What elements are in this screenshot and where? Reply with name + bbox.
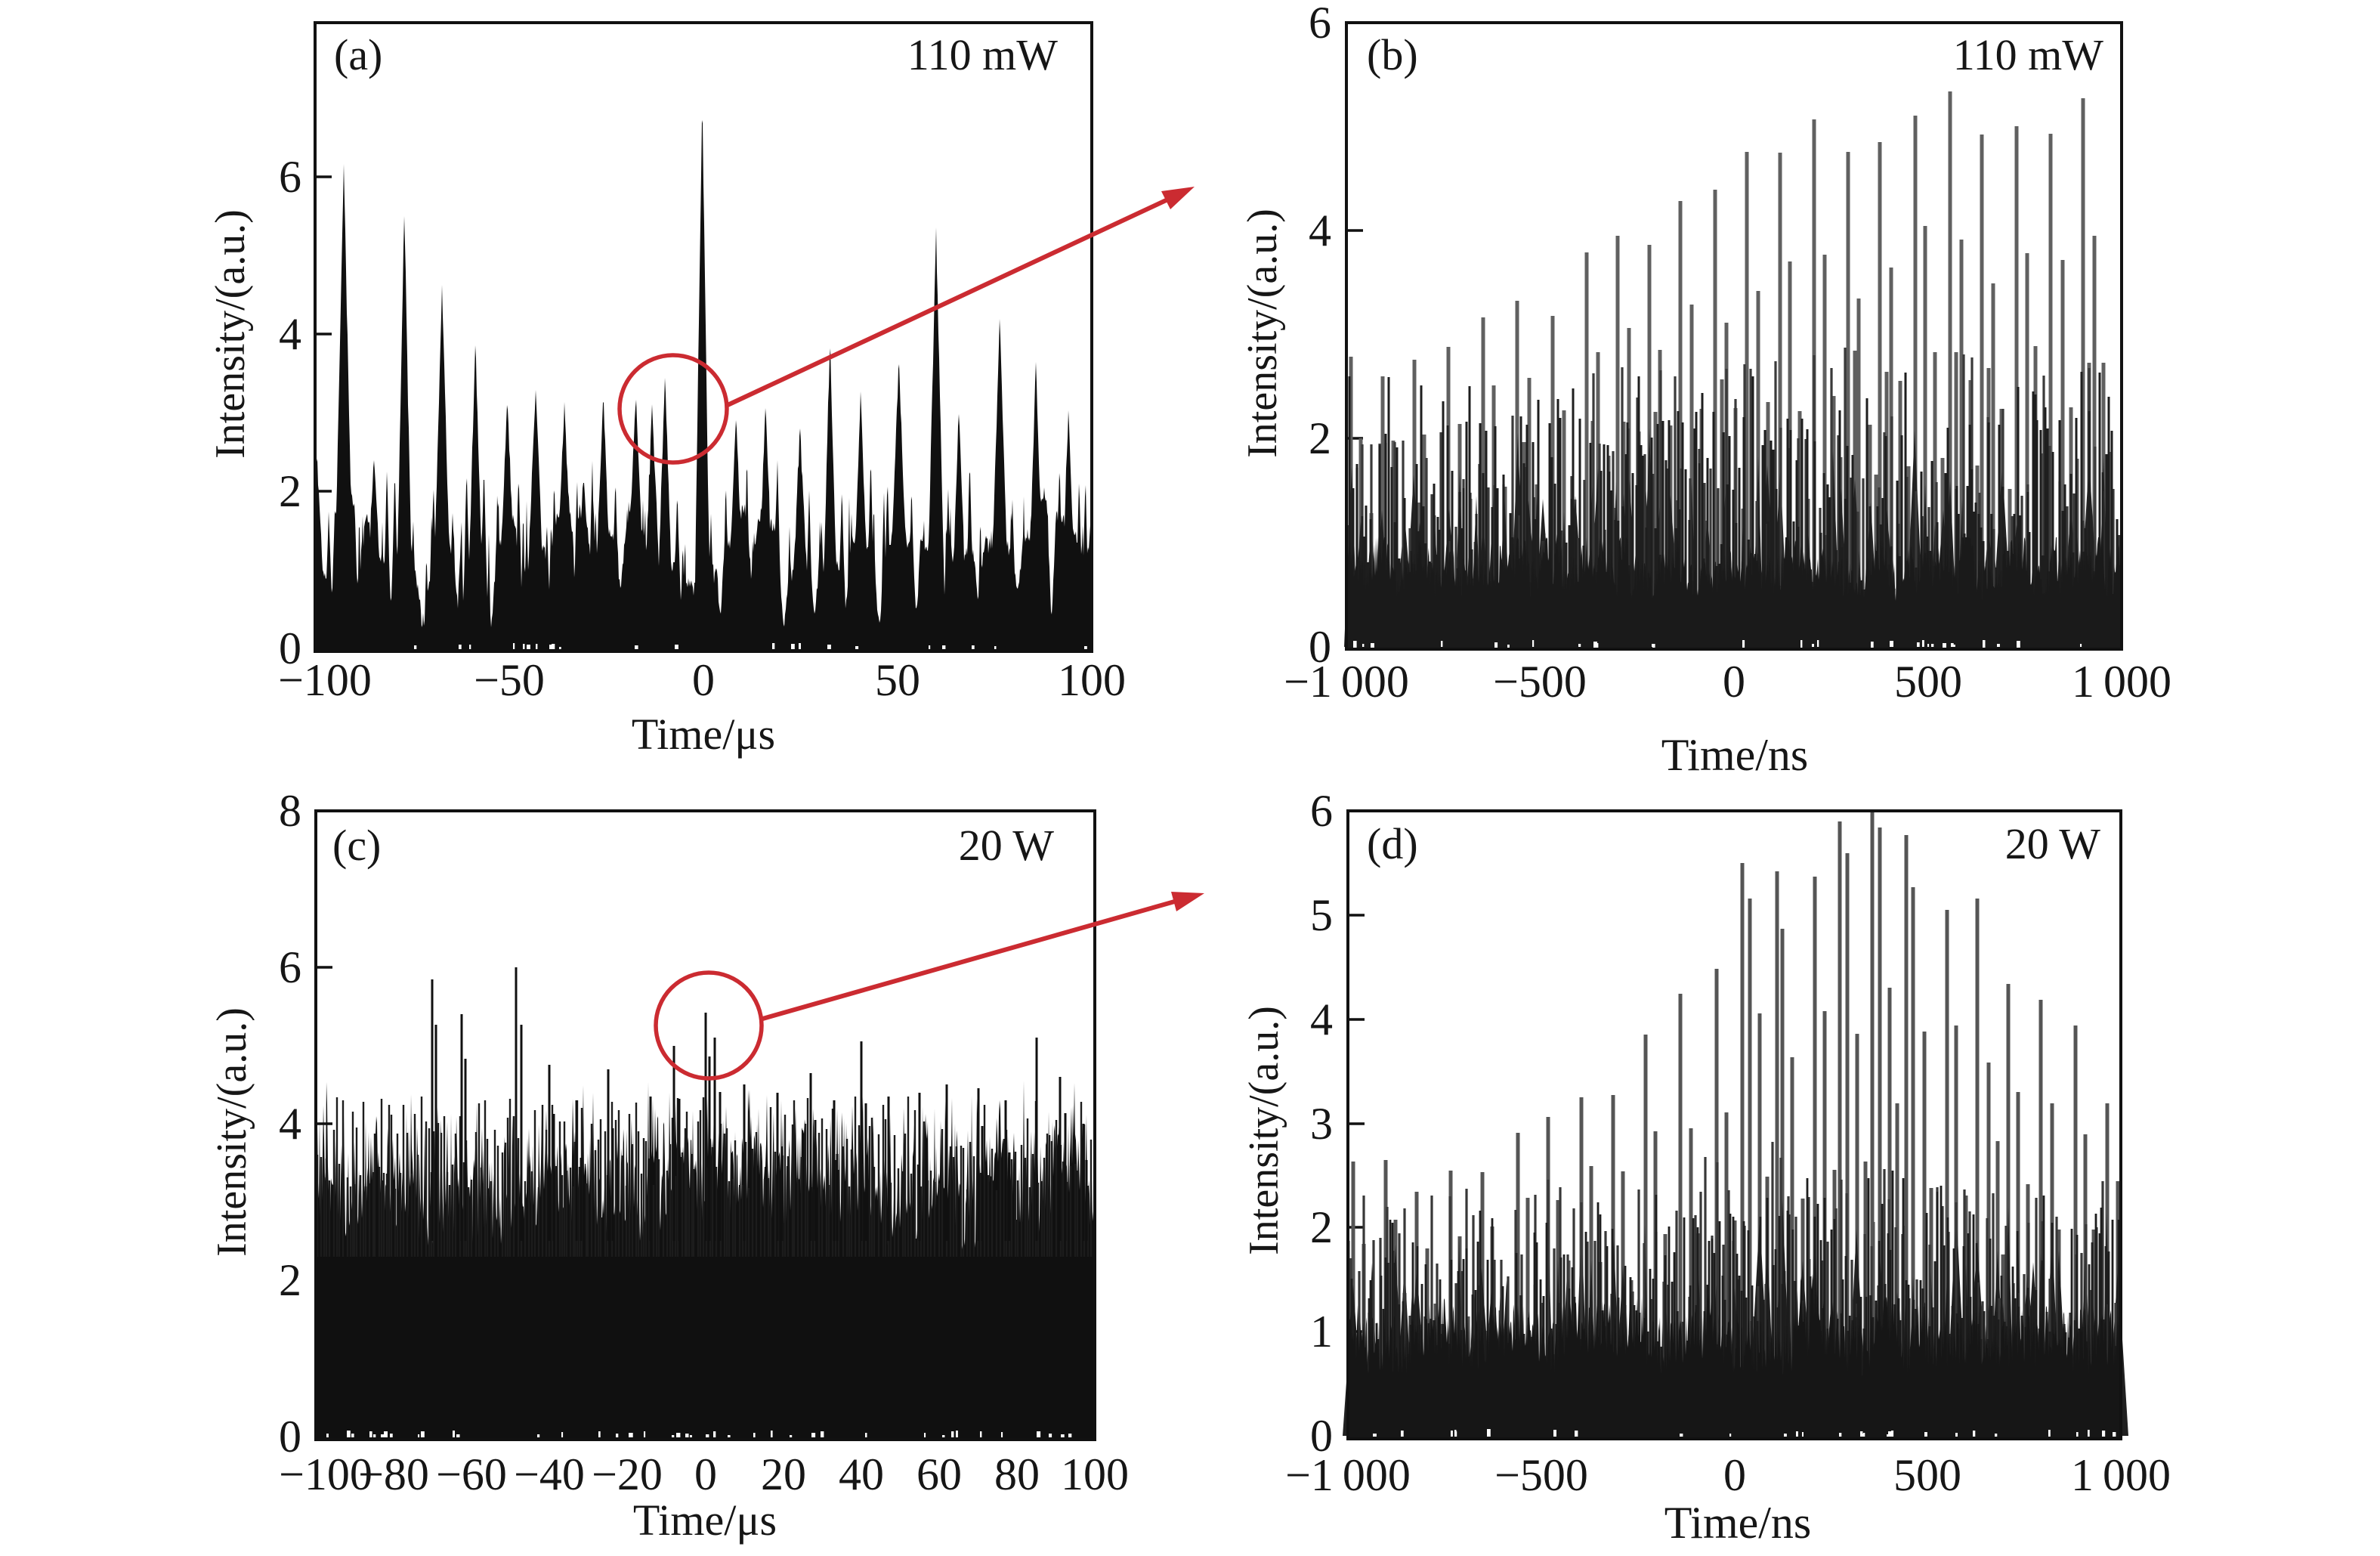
svg-text:Time/μs: Time/μs: [632, 710, 775, 759]
svg-text:2: 2: [279, 1255, 301, 1305]
svg-text:4: 4: [279, 309, 301, 359]
svg-text:Intensity/(a.u.): Intensity/(a.u.): [209, 1007, 255, 1257]
svg-text:4: 4: [1310, 995, 1333, 1044]
svg-text:100: 100: [1061, 1449, 1129, 1499]
svg-text:100: 100: [1058, 655, 1126, 705]
svg-text:0: 0: [1723, 1450, 1746, 1500]
svg-text:0: 0: [279, 1412, 301, 1462]
svg-text:50: 50: [875, 655, 920, 705]
svg-text:(d): (d): [1367, 819, 1418, 868]
svg-text:Intensity/(a.u.): Intensity/(a.u.): [207, 209, 254, 459]
svg-text:2: 2: [1310, 1202, 1333, 1252]
svg-text:1: 1: [1310, 1307, 1333, 1356]
svg-text:8: 8: [279, 786, 301, 836]
svg-text:1 000: 1 000: [2072, 657, 2171, 707]
svg-text:5: 5: [1310, 890, 1333, 940]
svg-text:(c): (c): [332, 821, 381, 870]
svg-text:6: 6: [1310, 786, 1333, 836]
svg-text:20 W: 20 W: [959, 821, 1054, 870]
svg-text:Time/ns: Time/ns: [1664, 1498, 1812, 1548]
svg-text:2: 2: [279, 466, 301, 516]
svg-text:−40: −40: [514, 1449, 585, 1499]
svg-text:6: 6: [1309, 0, 1331, 48]
svg-text:Intensity/(a.u.): Intensity/(a.u.): [1241, 1006, 1287, 1255]
svg-text:6: 6: [279, 942, 301, 992]
svg-text:−60: −60: [436, 1449, 507, 1499]
svg-text:0: 0: [1310, 1411, 1333, 1461]
svg-text:0: 0: [279, 623, 301, 673]
svg-text:0: 0: [692, 655, 715, 705]
svg-text:0: 0: [1723, 657, 1745, 707]
svg-text:110 mW: 110 mW: [907, 30, 1058, 79]
svg-text:0: 0: [694, 1449, 717, 1499]
svg-text:Time/ns: Time/ns: [1661, 730, 1809, 780]
svg-text:−100: −100: [278, 655, 372, 705]
svg-text:−500: −500: [1493, 657, 1587, 707]
svg-text:−50: −50: [474, 655, 545, 705]
svg-text:Intensity/(a.u.): Intensity/(a.u.): [1239, 209, 1286, 458]
svg-text:4: 4: [1309, 206, 1331, 255]
svg-text:−80: −80: [358, 1449, 429, 1499]
svg-text:500: 500: [1894, 657, 1962, 707]
svg-text:3: 3: [1310, 1099, 1333, 1149]
svg-text:6: 6: [279, 152, 301, 202]
svg-text:80: 80: [994, 1449, 1040, 1499]
svg-text:(a): (a): [334, 30, 382, 79]
svg-text:−100: −100: [279, 1449, 372, 1499]
svg-text:0: 0: [1309, 622, 1331, 672]
svg-text:500: 500: [1893, 1450, 1961, 1500]
svg-text:4: 4: [279, 1099, 301, 1149]
svg-text:Time/μs: Time/μs: [633, 1496, 777, 1545]
svg-text:2: 2: [1309, 413, 1331, 463]
svg-text:1 000: 1 000: [2071, 1450, 2171, 1500]
svg-text:−1 000: −1 000: [1285, 1450, 1411, 1500]
svg-text:110 mW: 110 mW: [1953, 30, 2103, 79]
svg-text:20 W: 20 W: [2005, 819, 2100, 868]
svg-text:−1 000: −1 000: [1284, 657, 1409, 707]
svg-text:−20: −20: [592, 1449, 663, 1499]
svg-text:(b): (b): [1367, 30, 1418, 79]
svg-text:60: 60: [916, 1449, 962, 1499]
svg-text:−500: −500: [1494, 1450, 1588, 1500]
svg-text:20: 20: [761, 1449, 806, 1499]
svg-text:40: 40: [839, 1449, 884, 1499]
